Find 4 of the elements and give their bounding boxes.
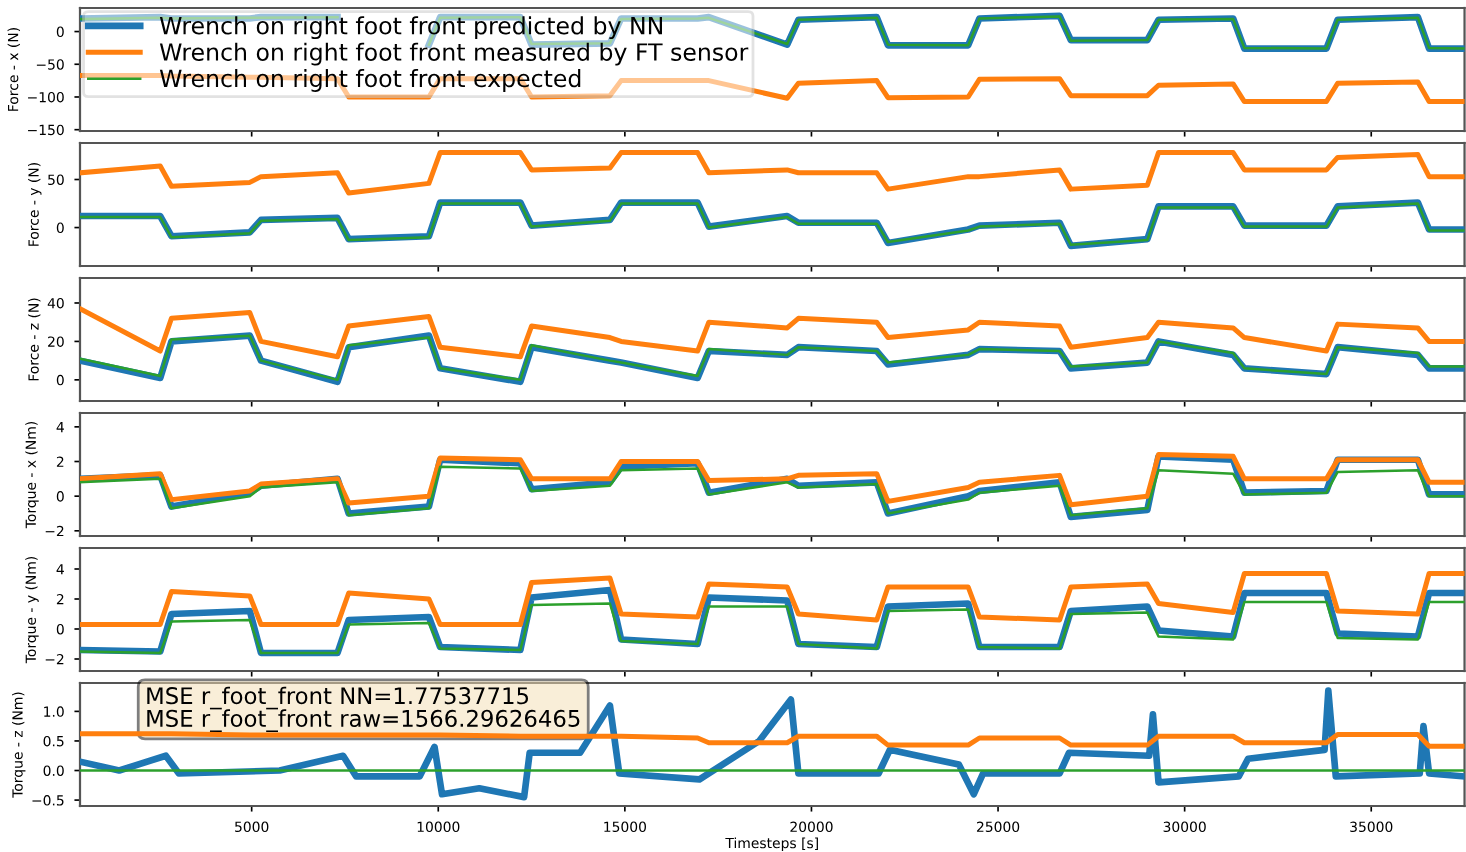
legend-label: Wrench on right foot front measured by FT sensor <box>159 42 749 66</box>
legend-label: Wrench on right foot front predicted by NN <box>159 16 662 40</box>
annotation: MSE r_foot_front NN=1.77537715 MSE r_foot_front raw=1566.29626465 <box>147 686 580 733</box>
legend-label: Wrench on right foot front expected <box>159 69 581 92</box>
